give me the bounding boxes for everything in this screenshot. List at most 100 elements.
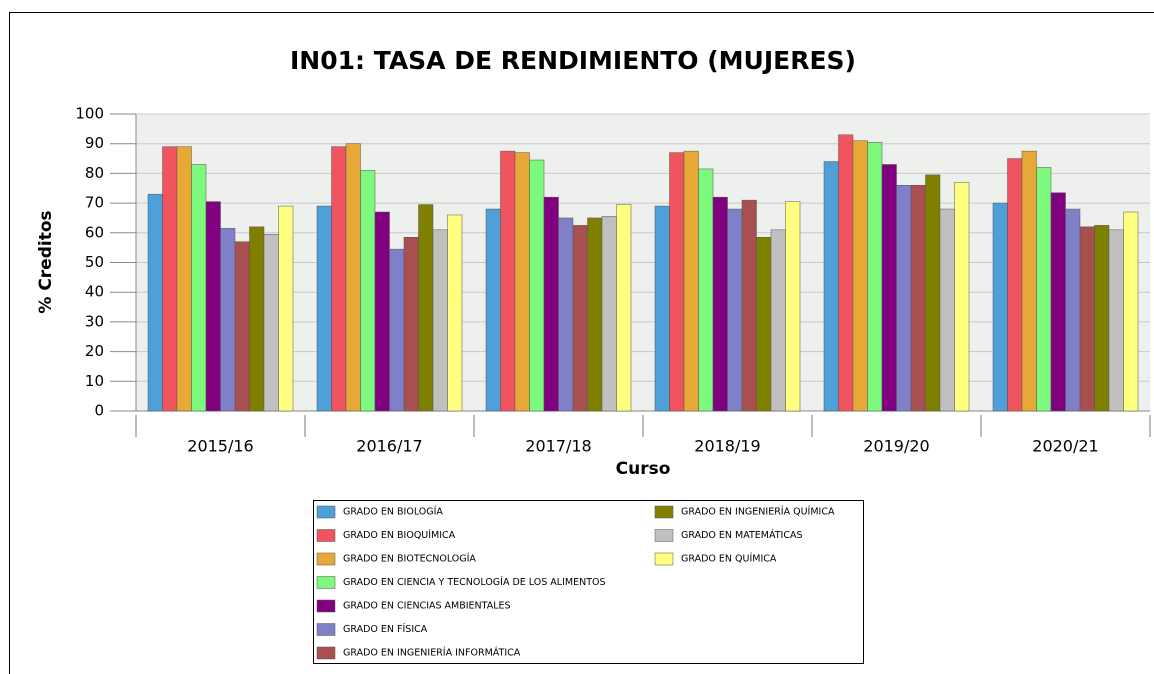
y-tick-label: 90 [85, 134, 104, 152]
bar [770, 229, 786, 412]
bar [712, 196, 728, 412]
bar [992, 202, 1008, 412]
bar [1036, 167, 1052, 412]
legend-label: GRADO EN QUÍMICA [681, 553, 777, 565]
bar [234, 241, 250, 412]
bar [485, 208, 501, 412]
x-tick-label: 2015/16 [187, 437, 253, 456]
bar [954, 182, 970, 412]
legend-swatch [654, 505, 674, 519]
bar [881, 164, 897, 412]
x-tick-label: 2017/18 [525, 437, 591, 456]
legend-swatch [316, 623, 336, 636]
bar [1079, 226, 1095, 412]
bar [558, 217, 574, 412]
legend-label: GRADO EN INGENIERÍA QUÍMICA [681, 506, 835, 518]
bar [514, 152, 530, 412]
bar [418, 204, 434, 412]
legend-label: GRADO EN BIOQUÍMICA [343, 529, 456, 541]
bar [389, 248, 405, 412]
bar [683, 150, 699, 412]
x-tick-label: 2019/20 [863, 437, 929, 456]
chart-title: IN01: TASA DE RENDIMIENTO (MUJERES) [290, 46, 856, 75]
bar [785, 201, 801, 412]
legend-label: GRADO EN BIOLOGÍA [343, 506, 443, 518]
y-tick-label: 0 [94, 402, 104, 420]
bar [278, 205, 294, 412]
x-tick-label: 2018/19 [694, 437, 760, 456]
legend-swatch [654, 529, 674, 542]
bar [587, 217, 603, 412]
bar [191, 164, 207, 412]
bar [403, 237, 419, 412]
legend-label: GRADO EN INGENIERÍA INFORMÁTICA [343, 647, 521, 659]
bar [741, 199, 757, 412]
bar [1065, 208, 1081, 412]
bar [205, 201, 221, 412]
bar [500, 150, 516, 412]
bar [331, 146, 347, 412]
legend [313, 500, 864, 664]
y-tick-label: 50 [85, 253, 104, 271]
bar [316, 205, 332, 412]
x-tick-label: 2016/17 [356, 437, 422, 456]
x-axis-label: Curso [616, 459, 671, 479]
legend-label: GRADO EN CIENCIAS AMBIENTALES [343, 601, 511, 612]
bar [432, 229, 448, 412]
bar [654, 205, 670, 412]
legend-swatch [316, 599, 336, 613]
bar [838, 134, 854, 412]
legend-label: GRADO EN MATEMÁTICAS [681, 529, 803, 541]
x-tick-label: 2020/21 [1032, 437, 1098, 456]
legend-label: GRADO EN CIENCIA Y TECNOLOGÍA DE LOS ALI… [343, 576, 606, 588]
bar [852, 140, 868, 412]
y-tick-label: 10 [85, 372, 104, 390]
bar [1094, 225, 1110, 412]
bar [374, 211, 390, 412]
legend-label: GRADO EN FÍSICA [343, 623, 428, 635]
bar [727, 208, 743, 412]
y-tick-label: 40 [85, 283, 104, 301]
bar [616, 204, 632, 412]
y-tick-label: 100 [75, 105, 104, 123]
bar [698, 168, 714, 412]
bar [601, 216, 617, 412]
bar [249, 226, 265, 412]
y-axis-label: % Creditos [36, 210, 56, 313]
bar [1108, 229, 1124, 412]
y-tick-label: 80 [85, 164, 104, 182]
bar [1007, 158, 1023, 412]
bar [1021, 150, 1037, 412]
frame [9, 12, 1154, 674]
y-tick-label: 30 [85, 312, 104, 330]
legend-swatch [316, 552, 336, 566]
bar [220, 228, 236, 412]
y-tick-label: 70 [85, 194, 104, 212]
bar [925, 174, 941, 412]
bar [823, 161, 839, 412]
bar [939, 208, 955, 412]
bar [447, 214, 463, 412]
y-tick-label: 60 [85, 223, 104, 241]
bar [529, 159, 545, 412]
bar [910, 185, 926, 412]
bar [263, 234, 279, 412]
bar [1050, 192, 1066, 412]
legend-swatch [316, 576, 336, 589]
bar [896, 185, 912, 412]
bar [345, 143, 361, 412]
bar [669, 152, 685, 412]
legend-swatch [654, 552, 674, 566]
legend-swatch [316, 505, 336, 519]
bar [360, 170, 376, 412]
bar [176, 146, 192, 412]
bar [867, 141, 883, 412]
y-tick-label: 20 [85, 342, 104, 360]
bar [572, 225, 588, 412]
bar [162, 146, 178, 412]
legend-swatch [316, 646, 336, 660]
bar [1123, 211, 1139, 412]
bar [756, 237, 772, 412]
legend-swatch [316, 529, 336, 542]
